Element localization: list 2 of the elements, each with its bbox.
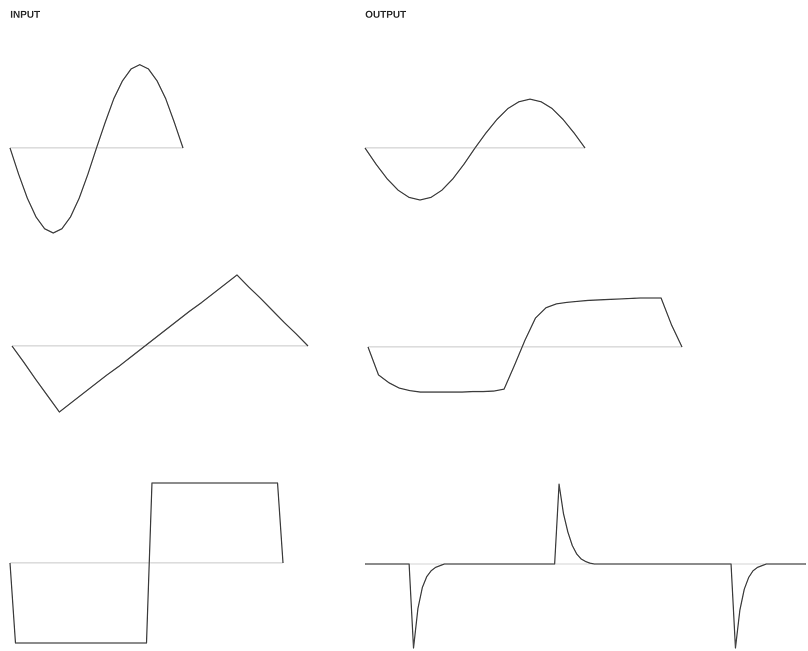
chart-title: OUTPUT bbox=[366, 10, 406, 18]
chart-title: INPUT bbox=[10, 10, 40, 18]
